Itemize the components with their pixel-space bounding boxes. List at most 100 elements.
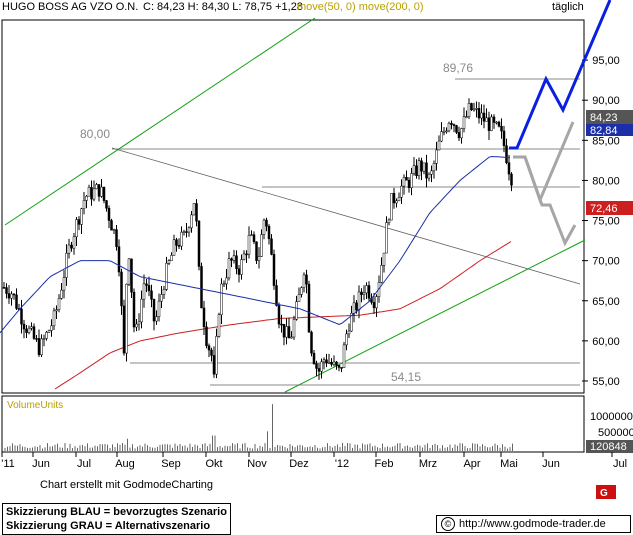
chart-credit: Chart erstellt mit GodmodeCharting: [40, 479, 214, 491]
price-bar: [167, 260, 171, 264]
price-bar: [130, 258, 133, 293]
price-bar: [142, 283, 146, 300]
price-bar: [437, 140, 441, 151]
footer-url[interactable]: http://www.godmode-trader.de: [459, 518, 606, 530]
price-bar: [280, 323, 283, 326]
y-tick-label: 60,00: [592, 336, 620, 348]
price-bar: [145, 283, 148, 286]
price-bar: [387, 219, 391, 223]
godmode-logo: G: [596, 485, 616, 499]
price-bar: [232, 255, 236, 261]
price-bar: [470, 103, 473, 110]
price-bar: [397, 196, 401, 202]
price-bar: [310, 331, 313, 354]
price-bar: [325, 359, 328, 364]
price-bar: [220, 283, 223, 315]
scenario-legend: Skizzierung BLAU = bevorzugtes Szenario …: [2, 503, 231, 535]
price-bar: [382, 252, 386, 266]
price-bar: [97, 184, 101, 197]
price-bar: [265, 219, 268, 227]
price-bar: [47, 330, 51, 333]
price-bar: [425, 162, 428, 179]
scenario-grey-2: [523, 156, 577, 247]
price-bar: [90, 187, 93, 200]
price-bar: [62, 277, 66, 291]
price-bar: [2, 287, 6, 289]
x-tick-label: Jul: [77, 458, 91, 470]
price-bar: [20, 308, 23, 325]
price-bar: [457, 132, 461, 139]
price-bar: [442, 130, 446, 133]
price-bar: [315, 363, 318, 369]
price-bar: [250, 234, 253, 236]
price-bar: [357, 291, 361, 311]
svg-text:82,84: 82,84: [590, 125, 618, 137]
price-bar: [147, 285, 151, 292]
price-bar: [482, 112, 486, 122]
price-bar: [260, 234, 263, 257]
price-bar: [157, 300, 161, 317]
price-bar: [200, 266, 203, 309]
price-bar: [360, 291, 363, 295]
price-bar: [85, 195, 88, 201]
price-bar: [10, 293, 13, 299]
price-bar: [27, 327, 31, 333]
x-tick-label: '12: [335, 458, 349, 470]
price-bar: [277, 305, 281, 325]
price-bar: [70, 244, 73, 249]
price-bar: [12, 293, 16, 296]
svg-text:G: G: [600, 488, 608, 499]
price-bar: [317, 368, 321, 372]
price-bar: [182, 231, 186, 233]
price-bar: [350, 313, 353, 332]
price-bar: [320, 361, 323, 372]
price-bar: [87, 187, 91, 197]
price-bar: [412, 165, 416, 174]
price-bar: [380, 265, 383, 283]
copyright-icon: ©: [441, 517, 455, 532]
price-bar: [472, 108, 476, 111]
price-bar: [372, 302, 376, 309]
price-bar: [510, 173, 513, 186]
price-bar: [417, 160, 421, 176]
legend-grey: Skizzierung GRAU = Alternativszenario: [6, 520, 211, 532]
price-bar: [82, 200, 86, 209]
price-bar: [137, 321, 141, 325]
price-bar: [205, 326, 208, 346]
price-bar: [500, 125, 503, 132]
price-bar: [322, 359, 326, 363]
x-tick-label: Mai: [500, 458, 518, 470]
footer-url-box[interactable]: © http://www.godmode-trader.de: [436, 515, 631, 533]
price-bar: [195, 203, 198, 222]
price-bar: [300, 287, 303, 295]
price-bar: [57, 298, 61, 310]
x-tick-label: Jun: [32, 458, 50, 470]
price-bar: [60, 289, 63, 299]
price-bar: [272, 254, 276, 286]
price-bar: [287, 326, 291, 339]
x-tick-label: Mrz: [419, 458, 437, 470]
y-tick-label: 75,00: [592, 216, 620, 228]
svg-text:72,46: 72,46: [590, 203, 618, 215]
price-bar: [342, 344, 346, 368]
price-bar: [390, 193, 393, 221]
price-bar: [295, 301, 298, 320]
price-bar: [187, 227, 191, 233]
scenario-blue: [509, 0, 612, 150]
price-bar: [215, 336, 218, 375]
price-bar: [32, 326, 36, 339]
price-bar: [52, 310, 56, 327]
x-tick-label: Feb: [375, 458, 394, 470]
price-bar: [247, 235, 251, 255]
price-bar: [42, 338, 46, 340]
price-bar: [487, 117, 491, 131]
price-bar: [497, 121, 501, 127]
x-tick-label: Okt: [205, 458, 222, 470]
price-bar: [410, 173, 413, 189]
price-bar: [37, 338, 41, 355]
price-bar: [302, 274, 306, 288]
ma200-line: [54, 241, 512, 390]
price-bar: [140, 298, 143, 323]
price-bar: [240, 259, 243, 275]
